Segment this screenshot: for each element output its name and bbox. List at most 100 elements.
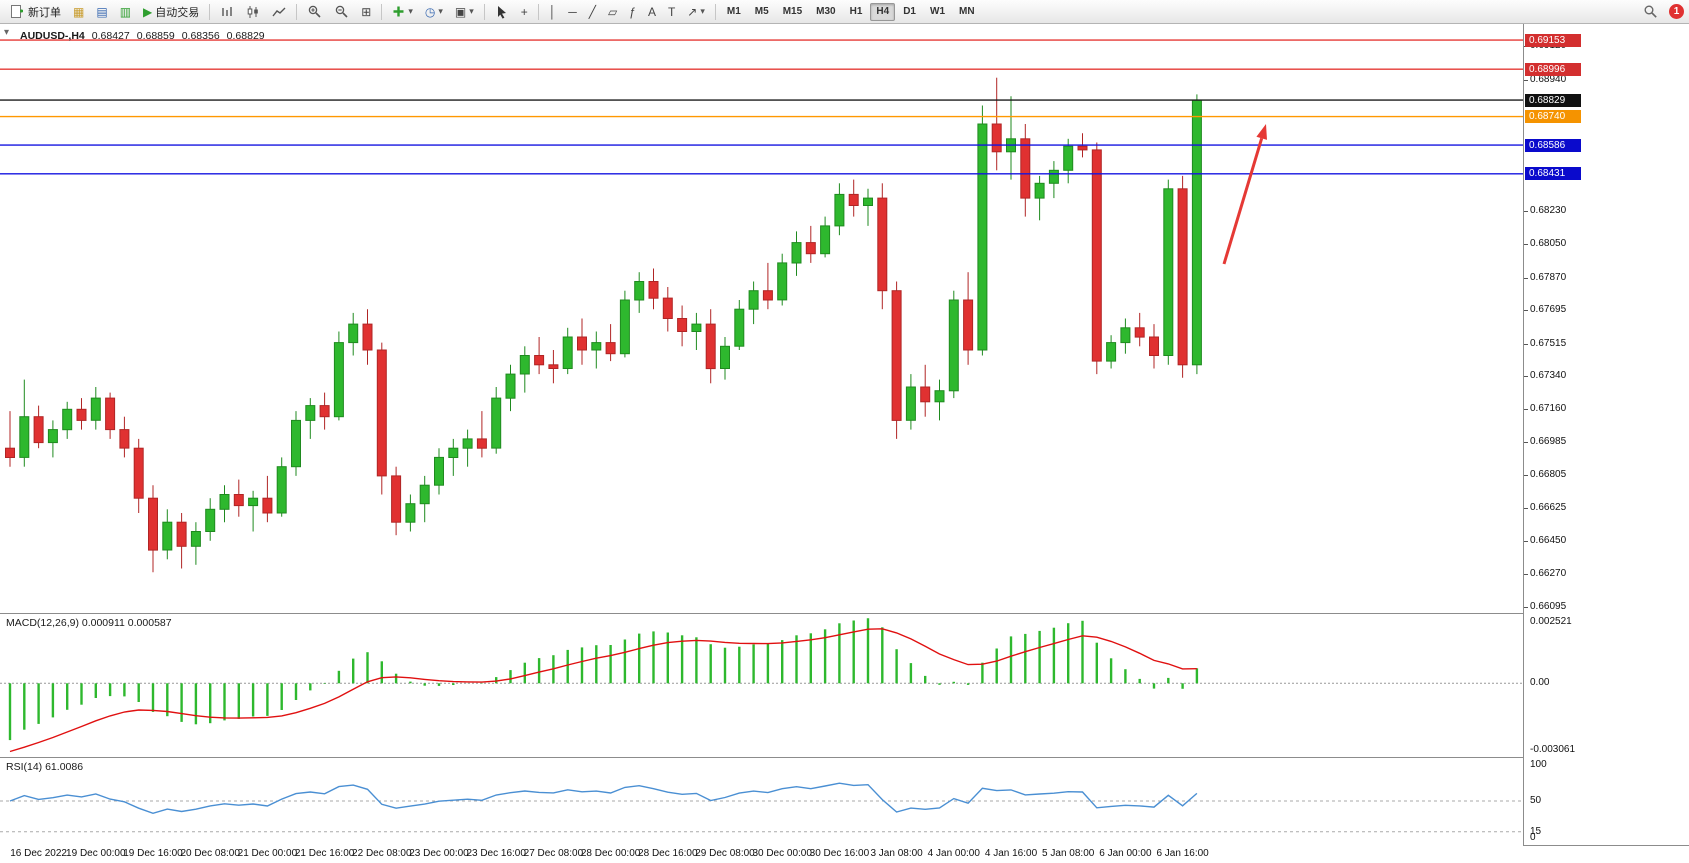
chevron-down-icon: ▾ bbox=[408, 6, 413, 16]
tile-windows-button[interactable]: ⊞ bbox=[356, 2, 376, 22]
search-icon bbox=[1644, 5, 1657, 18]
panel-separator[interactable] bbox=[0, 613, 1689, 614]
low-value: 0.68356 bbox=[181, 30, 220, 42]
horizontal-line-icon: ─ bbox=[568, 4, 577, 19]
time-label: 5 Jan 08:00 bbox=[1042, 848, 1095, 859]
bar-chart-button[interactable] bbox=[215, 2, 239, 22]
timeframe-m30[interactable]: M30 bbox=[810, 3, 841, 21]
time-axis[interactable]: 16 Dec 2022 19 Dec 00:00 19 Dec 16:00 20 De… bbox=[0, 845, 1523, 863]
fibonacci-icon: ƒ bbox=[629, 4, 636, 19]
time-label: 28 Dec 16:00 bbox=[638, 848, 698, 859]
high-value: 0.68859 bbox=[136, 30, 175, 42]
time-label: 27 Dec 08:00 bbox=[523, 848, 584, 859]
time-label: 21 Dec 16:00 bbox=[294, 848, 355, 859]
panel-separator[interactable] bbox=[0, 757, 1689, 758]
text-tool-button[interactable]: A bbox=[643, 2, 661, 22]
price-tick: 0.66270 bbox=[1530, 568, 1567, 580]
candlestick-chart-button[interactable] bbox=[241, 2, 265, 22]
time-label: 3 Jan 08:00 bbox=[870, 848, 923, 859]
cursor-icon bbox=[497, 5, 506, 19]
arrows-tool-button[interactable]: ↗ ▾ bbox=[682, 2, 710, 22]
vertical-line-tool-button[interactable]: │ bbox=[544, 2, 562, 22]
indicators-button[interactable]: ▾ bbox=[387, 2, 418, 22]
horizontal-line-tool-button[interactable]: ─ bbox=[563, 2, 582, 22]
timeframe-h1[interactable]: H1 bbox=[844, 3, 869, 21]
price-tick: 0.67160 bbox=[1530, 403, 1567, 415]
macd-indicator-label: MACD(12,26,9) 0.000911 0.000587 bbox=[6, 617, 172, 629]
timeframe-w1[interactable]: W1 bbox=[924, 3, 951, 21]
zoom-out-button[interactable] bbox=[329, 2, 354, 22]
toolbar-separator bbox=[714, 3, 716, 20]
time-label: 23 Dec 16:00 bbox=[466, 848, 526, 859]
chevron-down-icon: ▾ bbox=[469, 6, 474, 16]
timeframe-d1[interactable]: D1 bbox=[897, 3, 922, 21]
rsi-scale-label: 50 bbox=[1530, 795, 1542, 806]
price-tickmark bbox=[1524, 343, 1528, 345]
price-tick: 0.67515 bbox=[1530, 337, 1567, 349]
price-line-badge: 0.69153 bbox=[1525, 33, 1581, 47]
toolbar-separator bbox=[381, 3, 383, 20]
timeframe-h4[interactable]: H4 bbox=[870, 2, 896, 21]
price-tickmark bbox=[1524, 508, 1528, 510]
timeframe-m1[interactable]: M1 bbox=[721, 3, 747, 21]
time-label: 6 Jan 00:00 bbox=[1099, 848, 1152, 859]
price-tickmark bbox=[1524, 211, 1528, 213]
time-label: 23 Dec 00:00 bbox=[409, 848, 469, 859]
zoom-in-button[interactable] bbox=[302, 2, 327, 22]
macd-scale-zero: 0.00 bbox=[1530, 677, 1550, 689]
trendline-tool-button[interactable]: ╱ bbox=[584, 2, 601, 22]
open-value: 0.68427 bbox=[91, 30, 130, 42]
price-tick: 0.67695 bbox=[1530, 304, 1567, 316]
search-button[interactable] bbox=[1638, 2, 1663, 22]
market-watch-button[interactable]: ▥ bbox=[115, 2, 136, 22]
timeframe-mn[interactable]: MN bbox=[953, 3, 981, 21]
notification-badge[interactable]: 1 bbox=[1669, 4, 1684, 19]
time-label: 28 Dec 00:00 bbox=[580, 848, 641, 859]
rsi-panel[interactable] bbox=[0, 757, 1523, 845]
rsi-scale-label: 15 bbox=[1530, 825, 1542, 837]
zoom-in-icon bbox=[309, 5, 321, 18]
line-chart-button[interactable] bbox=[267, 2, 291, 22]
text-label-tool-button[interactable]: T bbox=[663, 2, 680, 22]
channel-tool-button[interactable]: ▱ bbox=[603, 2, 622, 22]
crosshair-tool-button[interactable]: + bbox=[516, 2, 533, 22]
new-order-icon bbox=[11, 5, 23, 18]
main-chart-panel[interactable] bbox=[0, 24, 1523, 613]
timeframe-m15[interactable]: M15 bbox=[777, 3, 808, 21]
autotrading-button[interactable]: ▶ 自动交易 bbox=[138, 2, 204, 22]
price-tickmark bbox=[1524, 441, 1528, 443]
chart-region: 0.691200.689400.682300.680500.678700.676… bbox=[0, 24, 1689, 863]
text-icon: A bbox=[647, 4, 656, 19]
periods-icon: ◷ bbox=[424, 4, 436, 19]
autotrading-label: 自动交易 bbox=[155, 6, 200, 19]
toolbar-separator bbox=[209, 3, 211, 20]
periods-button[interactable]: ◷ ▾ bbox=[420, 2, 448, 22]
price-tickmark bbox=[1524, 606, 1528, 608]
price-tickmark bbox=[1524, 540, 1528, 542]
price-scale[interactable]: 0.691200.689400.682300.680500.678700.676… bbox=[1523, 24, 1689, 845]
time-label: 30 Dec 16:00 bbox=[809, 848, 870, 859]
new-order-button[interactable]: 新订单 bbox=[5, 2, 66, 22]
charts-icon: ▦ bbox=[73, 4, 85, 19]
price-tick: 0.68230 bbox=[1530, 205, 1567, 217]
time-label: 16 Dec 2022 bbox=[10, 848, 67, 859]
tile-windows-icon: ⊞ bbox=[361, 4, 372, 19]
price-tickmark bbox=[1524, 46, 1528, 48]
price-tickmark bbox=[1524, 244, 1528, 246]
price-tick: 0.66985 bbox=[1530, 435, 1567, 447]
templates-button[interactable]: ▣ ▾ bbox=[450, 2, 479, 22]
price-line-badge: 0.68829 bbox=[1525, 93, 1581, 107]
macd-panel[interactable] bbox=[0, 613, 1523, 757]
toolbar-separator bbox=[296, 3, 298, 20]
one-click-trading-toggle[interactable]: ▾ bbox=[4, 27, 10, 38]
time-label: 19 Dec 16:00 bbox=[123, 848, 183, 859]
price-tickmark bbox=[1524, 375, 1528, 377]
profiles-button[interactable]: ▤ bbox=[91, 2, 112, 22]
time-label: 4 Jan 00:00 bbox=[927, 848, 980, 859]
templates-icon: ▣ bbox=[454, 4, 467, 19]
charts-button[interactable]: ▦ bbox=[68, 2, 89, 22]
timeframe-m5[interactable]: M5 bbox=[749, 3, 775, 21]
fibonacci-tool-button[interactable]: ƒ bbox=[624, 2, 641, 22]
cursor-tool-button[interactable] bbox=[490, 2, 514, 22]
